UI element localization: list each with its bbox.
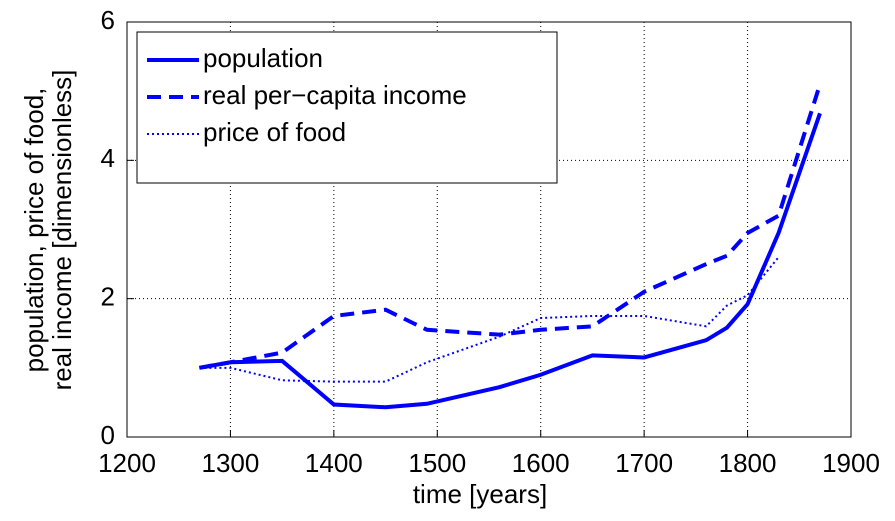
x-tick-label: 1800 xyxy=(719,448,777,478)
y-tick-label: 4 xyxy=(101,143,115,173)
y-tick-label: 2 xyxy=(101,282,115,312)
x-tick-label: 1700 xyxy=(615,448,673,478)
legend-label: real per−capita income xyxy=(203,80,467,110)
series-line xyxy=(199,256,780,383)
x-tick-label: 1900 xyxy=(822,448,880,478)
y-axis-label-line: population, price of food, xyxy=(19,88,49,373)
x-axis-label: time [years] xyxy=(413,479,547,509)
legend-box xyxy=(136,31,558,184)
series-line xyxy=(199,83,822,370)
y-tick-label: 6 xyxy=(101,5,115,35)
x-tick-label: 1200 xyxy=(98,448,156,478)
y-axis-label-line: real income [dimensionless] xyxy=(47,70,77,391)
series-line xyxy=(199,112,822,410)
plot-frame xyxy=(126,21,852,438)
y-tick-label: 0 xyxy=(101,420,115,450)
legend-label: price of food xyxy=(203,117,346,147)
x-tick-label: 1300 xyxy=(202,448,260,478)
x-tick-label: 1400 xyxy=(305,448,363,478)
x-tick-label: 1600 xyxy=(512,448,570,478)
legend-label: population xyxy=(203,43,323,73)
y-axis-label: population, price of food, real income [… xyxy=(19,70,77,391)
x-tick-label: 1500 xyxy=(408,448,466,478)
